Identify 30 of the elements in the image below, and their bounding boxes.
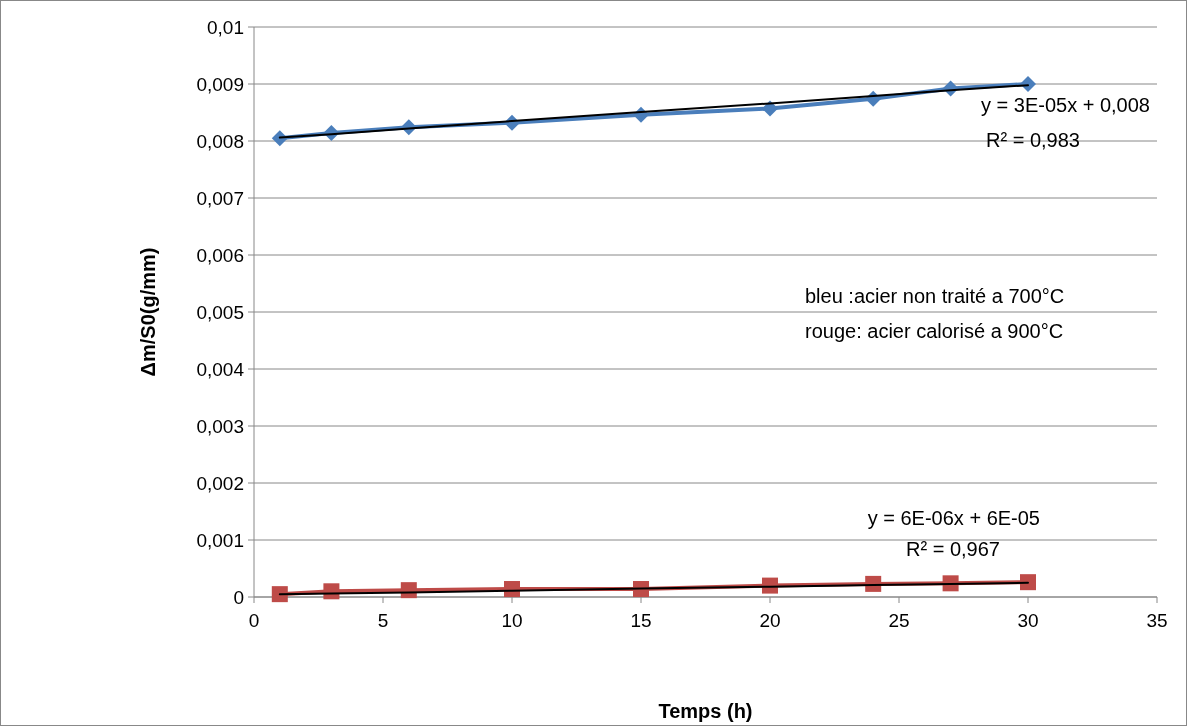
point	[1020, 574, 1036, 591]
annotation: rouge: acier calorisé a 900°C	[805, 320, 1064, 342]
y-tick-label: 0,004	[196, 358, 245, 380]
y-tick-label: 0,002	[196, 472, 244, 494]
y-tick-label: 0,01	[207, 16, 244, 38]
y-tick-label: 0	[233, 586, 244, 608]
y-tick-label: 0,005	[196, 301, 244, 323]
y-tick-label: 0,009	[196, 73, 244, 95]
x-tick-label: 20	[759, 610, 781, 631]
annotation: y = 6E-06x + 6E-05	[867, 507, 1040, 529]
annotation: bleu :acier non traité a 700°C	[805, 285, 1065, 307]
y-tick-label: 0,003	[196, 415, 244, 437]
annotation: R² = 0,983	[986, 129, 1080, 151]
y-tick-label: 0,006	[196, 244, 244, 266]
x-tick-label: 30	[1017, 610, 1039, 631]
x-tick-label: 10	[501, 610, 523, 631]
x-tick-label: 25	[888, 610, 910, 631]
x-tick-label: 5	[377, 610, 389, 631]
x-tick-label: 15	[630, 610, 652, 631]
x-tick-label: 35	[1146, 610, 1168, 631]
y-tick-label: 0,008	[196, 130, 244, 152]
point	[271, 586, 288, 603]
x-tick-label: 0	[248, 610, 260, 631]
y-tick-label: 0,007	[196, 187, 244, 209]
y-tick-label: 0,001	[196, 529, 244, 551]
x-axis-title: Temps (h)	[658, 700, 753, 722]
annotation: R² = 0,967	[906, 538, 1000, 560]
point	[762, 100, 778, 117]
y-axis-title: Δm/S0(g/mm)	[137, 247, 159, 377]
annotation: y = 3E-05x + 0,008	[980, 94, 1150, 116]
